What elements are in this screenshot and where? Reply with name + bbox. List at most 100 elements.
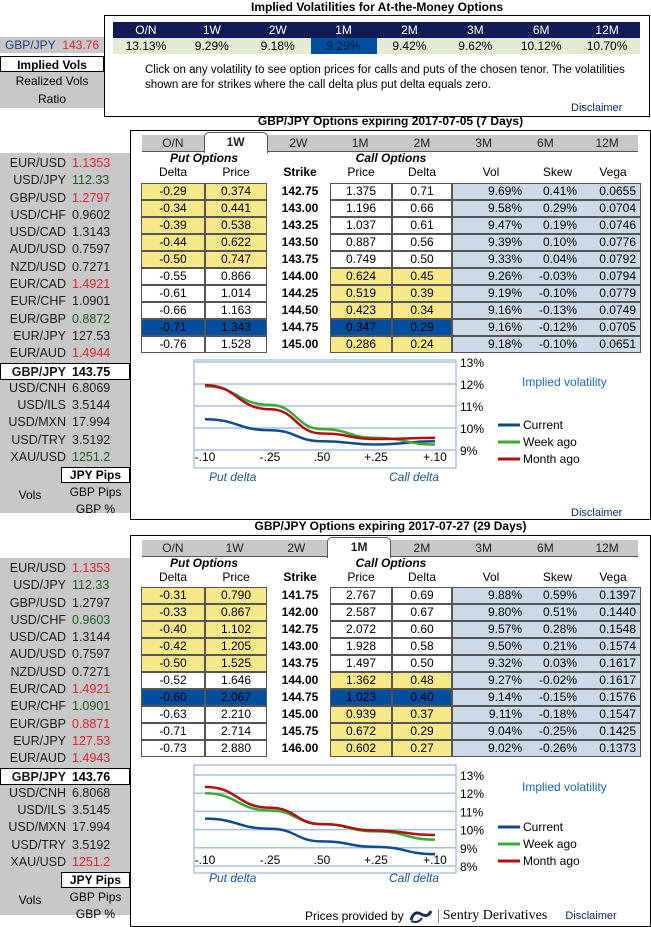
tab-2W[interactable]: 2W <box>287 541 306 555</box>
tab-O/N[interactable]: O/N <box>162 136 184 150</box>
fx-rate-aud-usd[interactable]: AUD/USD 0.7597 <box>0 646 130 663</box>
fx-rate-usd-jpy[interactable]: USD/JPY 112.33 <box>0 172 130 189</box>
call-delta[interactable]: 0.48 <box>392 672 452 689</box>
call-price[interactable]: 0.749 <box>330 251 392 268</box>
tab-6M[interactable]: 6M <box>537 136 554 150</box>
call-price[interactable]: 0.519 <box>330 285 392 302</box>
unit-gbp-pips[interactable]: GBP Pips <box>69 485 122 500</box>
put-delta[interactable]: -0.29 <box>141 183 205 200</box>
call-price[interactable]: 0.939 <box>330 706 392 723</box>
call-price[interactable]: 1.023 <box>330 689 392 706</box>
fx-rate-usd-ils[interactable]: USD/ILS 3.5145 <box>0 802 130 819</box>
put-delta[interactable]: -0.50 <box>141 655 205 672</box>
put-delta[interactable]: -0.44 <box>141 234 205 251</box>
call-delta[interactable]: 0.50 <box>392 251 452 268</box>
atm-vol-1M[interactable]: 9.29% <box>310 38 377 54</box>
tab-12M[interactable]: 12M <box>595 541 619 555</box>
fx-rate-gbp-usd[interactable]: GBP/USD 1.2797 <box>0 595 130 612</box>
tab-1M[interactable]: 1M <box>351 136 369 150</box>
atm-vol-12M[interactable]: 10.70% <box>586 39 628 53</box>
put-price[interactable]: 0.538 <box>205 217 267 234</box>
call-delta[interactable]: 0.58 <box>392 638 452 655</box>
disclaimer-link[interactable]: Disclaimer <box>571 102 623 114</box>
put-delta[interactable]: -0.33 <box>141 604 205 621</box>
call-delta[interactable]: 0.40 <box>392 689 452 706</box>
put-price[interactable]: 0.790 <box>205 587 267 604</box>
atm-vol-6M[interactable]: 10.12% <box>520 39 562 53</box>
put-delta[interactable]: -0.55 <box>141 268 205 285</box>
call-price[interactable]: 0.423 <box>330 302 392 319</box>
fx-rate-usd-try[interactable]: USD/TRY 3.5192 <box>0 432 130 449</box>
atm-vol-1W[interactable]: 9.29% <box>194 39 229 53</box>
fx-rate-xau-usd[interactable]: XAU/USD 1251.2 <box>0 854 130 871</box>
put-price[interactable]: 2.210 <box>205 706 267 723</box>
fx-rate-gbp-jpy[interactable]: GBP/JPY 143.76 <box>0 767 130 785</box>
disclaimer-link[interactable]: Disclaimer <box>565 910 617 922</box>
fx-rate-eur-gbp[interactable]: EUR/GBP 0.8872 <box>0 311 130 328</box>
fx-rate-nzd-usd[interactable]: NZD/USD 0.7271 <box>0 259 130 276</box>
tab-2M[interactable]: 2M <box>413 541 431 555</box>
call-price[interactable]: 1.196 <box>330 200 392 217</box>
fx-rate-usd-cad[interactable]: USD/CAD 1.3144 <box>0 629 130 646</box>
put-delta[interactable]: -0.50 <box>141 251 205 268</box>
put-price[interactable]: 1.014 <box>205 285 267 302</box>
nav-ratio[interactable]: Ratio <box>0 90 104 108</box>
disclaimer-link[interactable]: Disclaimer <box>571 507 623 519</box>
fx-rate-usd-jpy[interactable]: USD/JPY 112.33 <box>0 577 130 594</box>
call-price[interactable]: 0.672 <box>330 723 392 740</box>
call-delta[interactable]: 0.69 <box>392 587 452 604</box>
put-delta[interactable]: -0.76 <box>141 336 205 353</box>
call-delta[interactable]: 0.71 <box>392 183 452 200</box>
unit-gbp-pips[interactable]: GBP Pips <box>69 890 122 905</box>
call-price[interactable]: 1.928 <box>330 638 392 655</box>
call-delta[interactable]: 0.37 <box>392 706 452 723</box>
call-delta[interactable]: 0.56 <box>392 234 452 251</box>
put-price[interactable]: 1.646 <box>205 672 267 689</box>
put-delta[interactable]: -0.63 <box>141 706 205 723</box>
put-price[interactable]: 0.747 <box>205 251 267 268</box>
atm-vol-3M[interactable]: 9.62% <box>458 39 493 53</box>
call-price[interactable]: 1.375 <box>330 183 392 200</box>
fx-rate-eur-chf[interactable]: EUR/CHF 1.0901 <box>0 293 130 310</box>
fx-rate-eur-jpy[interactable]: EUR/JPY 127.53 <box>0 328 130 345</box>
put-price[interactable]: 0.622 <box>205 234 267 251</box>
call-delta[interactable]: 0.29 <box>392 319 452 336</box>
fx-rate-usd-mxn[interactable]: USD/MXN 17.994 <box>0 819 130 836</box>
put-price[interactable]: 1.528 <box>205 336 267 353</box>
atm-vol-2W[interactable]: 9.18% <box>260 39 295 53</box>
put-price[interactable]: 2.067 <box>205 689 267 706</box>
fx-rate-xau-usd[interactable]: XAU/USD 1251.2 <box>0 449 130 466</box>
call-delta[interactable]: 0.67 <box>392 604 452 621</box>
call-price[interactable]: 0.624 <box>330 268 392 285</box>
put-delta[interactable]: -0.71 <box>141 723 205 740</box>
fx-rate-usd-chf[interactable]: USD/CHF 0.9602 <box>0 207 130 224</box>
call-delta[interactable]: 0.24 <box>392 336 452 353</box>
put-price[interactable]: 0.374 <box>205 183 267 200</box>
put-delta[interactable]: -0.39 <box>141 217 205 234</box>
call-delta[interactable]: 0.27 <box>392 740 452 757</box>
atm-vol-2M[interactable]: 9.42% <box>392 39 427 53</box>
put-price[interactable]: 0.867 <box>205 604 267 621</box>
call-delta[interactable]: 0.66 <box>392 200 452 217</box>
fx-rate-eur-aud[interactable]: EUR/AUD 1.4943 <box>0 750 130 767</box>
put-delta[interactable]: -0.34 <box>141 200 205 217</box>
put-delta[interactable]: -0.40 <box>141 621 205 638</box>
call-price[interactable]: 0.887 <box>330 234 392 251</box>
fx-rate-usd-cnh[interactable]: USD/CNH 6.8069 <box>0 380 130 397</box>
put-price[interactable]: 2.714 <box>205 723 267 740</box>
call-price[interactable]: 1.037 <box>330 217 392 234</box>
put-delta[interactable]: -0.60 <box>141 689 205 706</box>
put-price[interactable]: 0.441 <box>205 200 267 217</box>
put-price[interactable]: 1.525 <box>205 655 267 672</box>
fx-rate-eur-usd[interactable]: EUR/USD 1.1353 <box>0 560 130 577</box>
put-delta[interactable]: -0.42 <box>141 638 205 655</box>
put-delta[interactable]: -0.61 <box>141 285 205 302</box>
call-price[interactable]: 1.362 <box>330 672 392 689</box>
call-delta[interactable]: 0.61 <box>392 217 452 234</box>
put-delta[interactable]: -0.31 <box>141 587 205 604</box>
fx-rate-usd-try[interactable]: USD/TRY 3.5192 <box>0 837 130 854</box>
put-delta[interactable]: -0.71 <box>141 319 205 336</box>
put-price[interactable]: 0.866 <box>205 268 267 285</box>
put-delta[interactable]: -0.66 <box>141 302 205 319</box>
fx-rate-gbp-usd[interactable]: GBP/USD 1.2797 <box>0 190 130 207</box>
